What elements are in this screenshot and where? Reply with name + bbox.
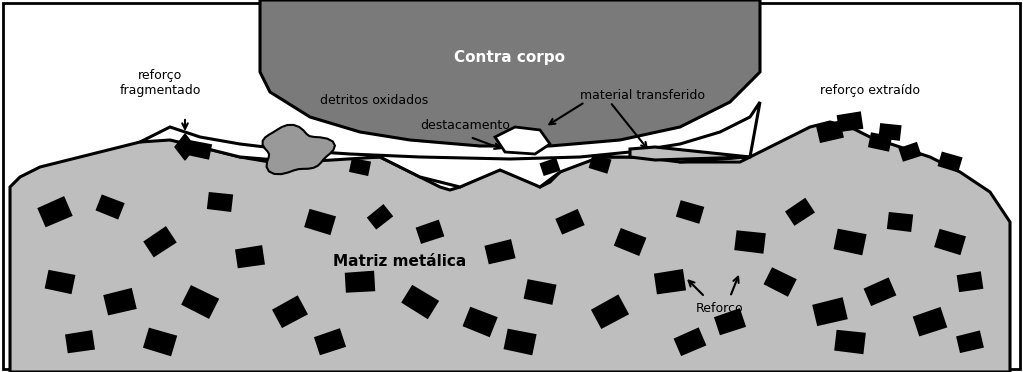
Polygon shape (957, 330, 984, 353)
Polygon shape (260, 0, 760, 146)
Polygon shape (462, 307, 498, 337)
Polygon shape (863, 278, 896, 306)
Polygon shape (868, 132, 892, 152)
Polygon shape (95, 195, 125, 219)
Polygon shape (630, 147, 750, 160)
Polygon shape (304, 209, 336, 235)
Polygon shape (415, 219, 444, 244)
Polygon shape (834, 330, 865, 354)
Polygon shape (10, 122, 1010, 372)
Polygon shape (103, 288, 137, 315)
Polygon shape (714, 308, 746, 335)
Polygon shape (957, 271, 983, 292)
Polygon shape (934, 229, 966, 255)
Polygon shape (143, 328, 177, 356)
Polygon shape (65, 330, 95, 353)
Polygon shape (181, 285, 219, 319)
Polygon shape (45, 270, 76, 294)
Text: destacamento: destacamento (420, 119, 509, 132)
Polygon shape (175, 134, 195, 160)
Text: Contra corpo: Contra corpo (454, 49, 566, 64)
Polygon shape (837, 111, 863, 132)
Polygon shape (816, 121, 844, 143)
Text: reforço extraído: reforço extraído (820, 84, 920, 97)
Polygon shape (539, 158, 561, 176)
Polygon shape (591, 295, 629, 329)
Polygon shape (143, 226, 177, 257)
Polygon shape (272, 295, 308, 328)
Polygon shape (345, 271, 375, 293)
Polygon shape (37, 196, 73, 227)
Polygon shape (524, 279, 557, 305)
Text: reforço
fragmentado: reforço fragmentado (120, 69, 201, 97)
Polygon shape (555, 209, 585, 235)
Polygon shape (349, 158, 371, 176)
Polygon shape (235, 245, 265, 268)
Text: Reforço: Reforço (697, 302, 744, 315)
Polygon shape (485, 239, 516, 264)
Polygon shape (785, 198, 815, 226)
Text: detritos oxidados: detritos oxidados (320, 94, 429, 107)
Polygon shape (879, 123, 901, 141)
Polygon shape (495, 127, 550, 154)
Polygon shape (673, 327, 707, 356)
Polygon shape (401, 285, 439, 319)
Polygon shape (314, 328, 346, 355)
Polygon shape (263, 125, 335, 174)
Polygon shape (898, 142, 922, 162)
Polygon shape (812, 297, 848, 326)
Text: Matriz metálica: Matriz metálica (333, 254, 466, 269)
Polygon shape (676, 200, 704, 224)
Polygon shape (763, 267, 797, 297)
Polygon shape (834, 229, 866, 255)
Polygon shape (937, 151, 963, 173)
Polygon shape (503, 329, 537, 355)
Polygon shape (735, 230, 766, 254)
Polygon shape (654, 269, 686, 294)
Polygon shape (140, 102, 760, 187)
Polygon shape (614, 228, 647, 256)
Polygon shape (913, 307, 947, 336)
Polygon shape (588, 154, 612, 174)
Polygon shape (887, 212, 914, 232)
Polygon shape (207, 192, 233, 212)
Text: material transferido: material transferido (580, 89, 705, 102)
Polygon shape (188, 140, 212, 160)
Polygon shape (367, 204, 393, 230)
